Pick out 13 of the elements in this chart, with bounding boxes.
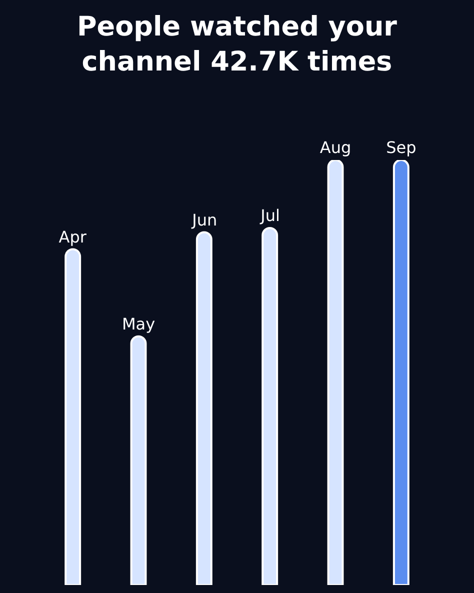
chart-title: People watched your channel 42.7K times	[77, 12, 398, 78]
x-tick-label: Sep	[386, 138, 416, 157]
bar	[327, 160, 344, 585]
bar	[196, 231, 212, 585]
x-tick-label: Jun	[191, 210, 218, 230]
x-tick-label: Apr	[58, 227, 87, 246]
x-tick-label: May	[122, 314, 156, 334]
bar	[130, 335, 147, 585]
bar	[64, 248, 82, 585]
x-tick-label: Jul	[260, 206, 280, 225]
bar	[262, 227, 278, 585]
x-tick-label: Aug	[320, 138, 352, 157]
bar	[392, 160, 410, 585]
